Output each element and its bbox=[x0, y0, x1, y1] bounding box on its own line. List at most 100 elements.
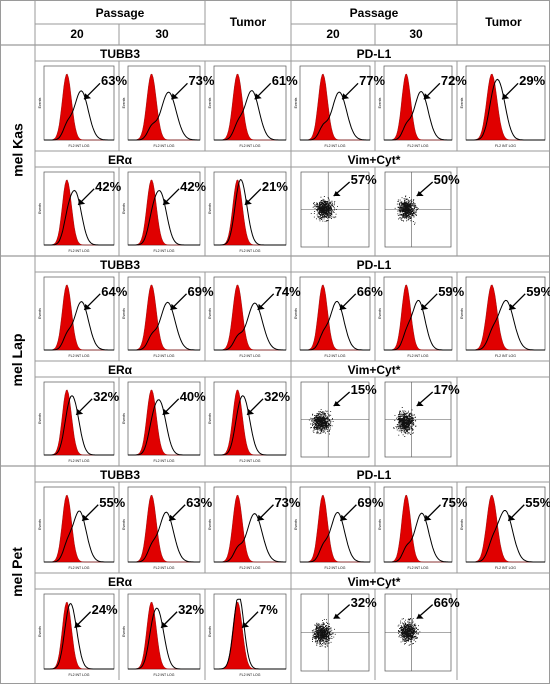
marker-label: PD-L1 bbox=[356, 47, 392, 61]
percentage-label: 50% bbox=[433, 172, 460, 187]
sample-curve bbox=[128, 91, 200, 141]
plot-frame bbox=[213, 381, 287, 456]
y-axis-label: Events bbox=[294, 308, 298, 319]
header-passage-20-right: 20 bbox=[326, 27, 340, 41]
scatter-plot bbox=[300, 171, 370, 248]
marker-label: Vim+Cyt* bbox=[347, 153, 401, 167]
histogram-plot: FL2 INT LOG Events bbox=[122, 65, 201, 148]
x-axis-label: FL2 INT LOG bbox=[240, 673, 261, 677]
percentage-label: 32% bbox=[93, 388, 120, 404]
control-peak bbox=[300, 73, 370, 141]
percentage-label: 32% bbox=[350, 594, 377, 610]
sample-curve bbox=[44, 301, 114, 351]
plot-frame bbox=[465, 276, 546, 351]
percentage-label: 21% bbox=[261, 178, 288, 194]
histogram-plot: FL2 INT LOG Events bbox=[208, 593, 287, 677]
plot-frame bbox=[43, 65, 115, 141]
plot-frame bbox=[213, 486, 287, 563]
histogram-plot: FL2 INT LOG Events bbox=[294, 65, 371, 148]
y-axis-label: Events bbox=[460, 308, 464, 319]
marker-label: TUBB3 bbox=[99, 468, 140, 482]
percentage-label: 42% bbox=[95, 178, 122, 194]
y-axis-label: Events bbox=[378, 97, 382, 108]
percentage-label: 69% bbox=[187, 283, 214, 299]
x-axis-label: FL2 INT LOG bbox=[495, 354, 516, 358]
arrow-head bbox=[333, 191, 341, 196]
percentage-label: 75% bbox=[441, 494, 468, 510]
marker-label: Vim+Cyt* bbox=[347, 363, 401, 377]
scatter-dots bbox=[311, 619, 336, 648]
percentage-label: 24% bbox=[91, 601, 118, 617]
histogram-plot: FL2 INT LOG Events bbox=[38, 276, 115, 358]
sample-curve bbox=[214, 513, 286, 563]
scatter-plot bbox=[384, 381, 452, 458]
arrow-head bbox=[421, 303, 429, 310]
arrow-head bbox=[424, 514, 432, 521]
arrow-head bbox=[333, 613, 341, 619]
arrow-head bbox=[171, 93, 179, 100]
plot-frame bbox=[383, 486, 453, 563]
percentage-label: 42% bbox=[180, 178, 207, 194]
arrow-head bbox=[416, 191, 424, 196]
arrow-head bbox=[76, 408, 84, 415]
sample-curve bbox=[128, 511, 200, 563]
x-axis-label: FL2 INT LOG bbox=[154, 144, 175, 148]
percentage-label: 57% bbox=[350, 172, 377, 187]
percentage-label: 73% bbox=[274, 494, 301, 510]
histogram-plot: FL2 INT LOG Events bbox=[378, 65, 453, 148]
sample-curve bbox=[300, 300, 370, 351]
header-tumor-left: Tumor bbox=[229, 15, 267, 29]
histogram-plot: FL2 INT LOG Events bbox=[38, 65, 115, 148]
x-axis-label: FL2 INT LOG bbox=[69, 566, 90, 570]
plot-frame bbox=[43, 593, 115, 670]
y-axis-label: Events bbox=[38, 626, 42, 637]
arrow-head bbox=[244, 198, 252, 205]
y-axis-label: Events bbox=[294, 97, 298, 108]
percentage-label: 55% bbox=[525, 494, 550, 510]
x-axis-label: FL2 INT LOG bbox=[154, 673, 175, 677]
marker-label: PD-L1 bbox=[356, 468, 392, 482]
y-axis-label: Events bbox=[38, 519, 42, 530]
histogram-plot: FL2 INT LOG Events bbox=[378, 486, 453, 570]
sample-curve bbox=[128, 301, 200, 351]
histogram-plot: FL2 INT LOG Events bbox=[460, 486, 546, 570]
histogram-plot: FL2 INT LOG Events bbox=[208, 171, 287, 253]
control-peak bbox=[384, 73, 452, 141]
group-label: mel Pet bbox=[9, 547, 25, 597]
percentage-label: 40% bbox=[179, 388, 206, 404]
arrow-head bbox=[257, 303, 265, 310]
arrow-head bbox=[416, 613, 424, 619]
control-peak bbox=[214, 494, 286, 563]
arrow-head bbox=[84, 303, 92, 310]
scatter-dots bbox=[308, 409, 334, 435]
percentage-label: 69% bbox=[357, 494, 384, 510]
marker-label: TUBB3 bbox=[99, 258, 140, 272]
x-axis-label: FL2 INT LOG bbox=[240, 354, 261, 358]
x-axis-label: FL2 INT LOG bbox=[495, 144, 516, 148]
x-axis-label: FL2 INT LOG bbox=[325, 354, 346, 358]
percentage-label: 29% bbox=[519, 73, 546, 89]
sample-curve bbox=[44, 90, 114, 141]
percentage-label: 63% bbox=[186, 494, 213, 510]
header-passage-left: Passage bbox=[95, 6, 145, 20]
arrow-head bbox=[78, 198, 86, 205]
y-axis-label: Events bbox=[122, 413, 126, 424]
x-axis-label: FL2 INT LOG bbox=[325, 144, 346, 148]
header-passage-right: Passage bbox=[349, 6, 399, 20]
histogram-plot: FL2 INT LOG Events bbox=[122, 276, 201, 358]
group-label: mel Kas bbox=[9, 122, 25, 177]
sample-curve bbox=[466, 299, 545, 351]
sample-curve bbox=[214, 598, 286, 670]
histogram-plot: FL2 INT LOG Events bbox=[38, 593, 115, 677]
histogram-plot: FL2 INT LOG Events bbox=[460, 65, 546, 148]
marker-label: TUBB3 bbox=[99, 47, 140, 61]
histogram-plot: FL2 INT LOG Events bbox=[294, 276, 371, 358]
percentage-label: 72% bbox=[440, 73, 467, 89]
header-passage-30-left: 30 bbox=[155, 27, 169, 41]
plot-frame bbox=[465, 65, 546, 141]
sample-curve bbox=[466, 510, 545, 563]
sample-curve bbox=[300, 511, 370, 563]
scatter-dots bbox=[394, 195, 419, 225]
scatter-dots bbox=[393, 407, 417, 437]
histogram-plot: FL2 INT LOG Events bbox=[208, 276, 287, 358]
